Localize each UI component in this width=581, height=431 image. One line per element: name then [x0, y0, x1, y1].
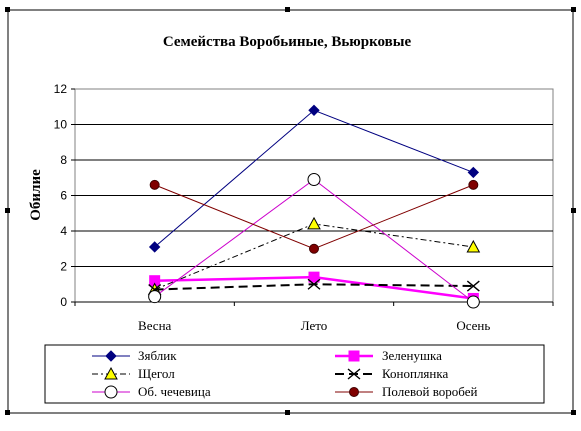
- legend-marker: [104, 366, 118, 380]
- data-point: [307, 278, 321, 290]
- data-point: [149, 179, 160, 190]
- y-tick-label: 0: [60, 295, 67, 309]
- legend-items: Зяблик Зеленушка Щегол Коноплянка Об. чечеви…: [92, 348, 477, 399]
- data-point: [466, 239, 481, 253]
- series-5: [149, 179, 479, 254]
- y-axis-ticks: 0 2 4 6 8 10 12: [54, 82, 75, 309]
- legend-label: Полевой воробей: [382, 384, 477, 399]
- legend-item: Зеленушка: [335, 348, 442, 363]
- legend-marker: [348, 350, 360, 362]
- legend-marker: [349, 387, 359, 397]
- legend: [44, 344, 545, 404]
- data-point: [309, 243, 319, 254]
- legend-label: Зеленушка: [382, 348, 442, 363]
- x-tick-label: Весна: [138, 318, 171, 333]
- legend-label: Щегол: [138, 366, 175, 381]
- x-tick-label: Лето: [301, 318, 328, 333]
- y-tick-label: 8: [60, 153, 67, 167]
- chart-title: Семейства Воробьиные, Вьюрковые: [163, 34, 412, 50]
- legend-item: Коноплянка: [335, 366, 448, 381]
- legend-marker: [347, 368, 361, 380]
- series-layer: [147, 104, 481, 309]
- legend-item: Зяблик: [92, 348, 177, 363]
- y-tick-label: 10: [54, 118, 68, 132]
- data-point: [467, 166, 480, 179]
- series-4: [148, 173, 480, 309]
- selection-handles[interactable]: [5, 7, 576, 415]
- legend-marker: [104, 385, 118, 399]
- legend-label: Коноплянка: [382, 366, 448, 381]
- data-point: [466, 280, 480, 292]
- data-point: [148, 290, 162, 304]
- series-0: [148, 104, 480, 253]
- y-tick-label: 4: [60, 224, 67, 238]
- legend-label: Об. чечевица: [138, 384, 211, 399]
- y-tick-label: 2: [60, 260, 67, 274]
- data-point: [308, 104, 320, 117]
- legend-label: Зяблик: [138, 348, 177, 363]
- data-point: [466, 295, 480, 309]
- legend-item: Полевой воробей: [335, 384, 477, 399]
- y-tick-label: 6: [60, 189, 67, 203]
- data-point: [148, 241, 161, 253]
- legend-item: Щегол: [92, 366, 175, 381]
- y-tick-label: 12: [54, 82, 68, 96]
- data-point: [468, 179, 479, 190]
- data-point: [307, 216, 321, 230]
- gridlines: [75, 124, 553, 267]
- data-point: [307, 173, 321, 187]
- y-axis-label: Обилие: [28, 169, 44, 221]
- legend-marker: [105, 350, 117, 362]
- legend-item: Об. чечевица: [92, 384, 211, 399]
- data-point: [308, 271, 320, 283]
- x-tick-label: Осень: [456, 318, 490, 333]
